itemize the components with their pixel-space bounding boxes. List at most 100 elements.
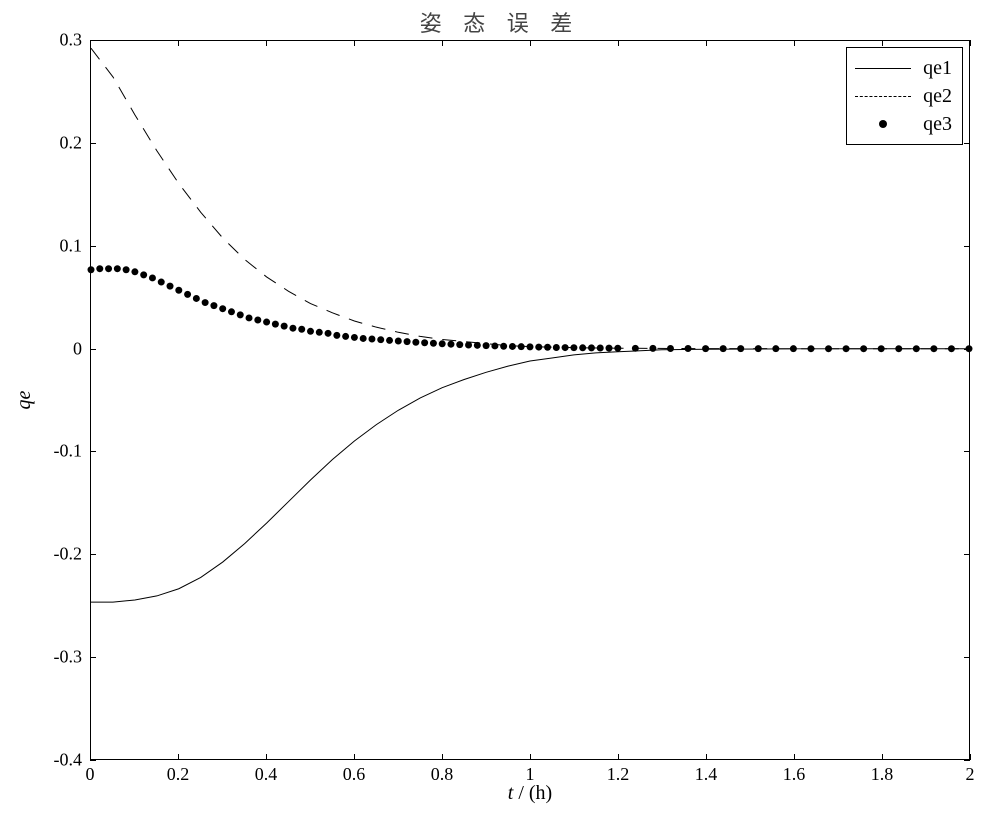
- series-marker: [597, 345, 604, 352]
- series-marker: [606, 345, 613, 352]
- series-marker: [395, 338, 402, 345]
- series-marker: [272, 321, 279, 328]
- x-tick-label: 1.4: [695, 764, 718, 785]
- x-tick: [530, 754, 531, 760]
- y-axis-label: qe: [13, 391, 36, 410]
- series-marker: [737, 345, 744, 352]
- y-tick: [964, 554, 970, 555]
- y-tick: [964, 451, 970, 452]
- y-tick: [964, 40, 970, 41]
- y-tick: [90, 40, 96, 41]
- figure: 姿 态 误 差 qe1 qe2 qe3 t / (h) qe 00.20.40.…: [0, 0, 1000, 826]
- y-tick: [90, 246, 96, 247]
- series-marker: [544, 344, 551, 351]
- y-tick-label: 0.2: [60, 132, 83, 153]
- series-marker: [614, 345, 621, 352]
- legend-swatch-solid: [855, 58, 911, 78]
- series-marker: [131, 268, 138, 275]
- x-tick: [970, 40, 971, 46]
- series-marker: [439, 340, 446, 347]
- series-marker: [509, 343, 516, 350]
- series-marker: [254, 317, 261, 324]
- series-marker: [228, 308, 235, 315]
- series-marker: [579, 344, 586, 351]
- y-tick: [964, 760, 970, 761]
- x-tick: [882, 40, 883, 46]
- series-marker: [825, 345, 832, 352]
- series-marker: [298, 326, 305, 333]
- series-marker: [167, 283, 174, 290]
- series-marker: [158, 279, 165, 286]
- legend-label: qe3: [923, 113, 952, 136]
- x-tick: [354, 40, 355, 46]
- series-marker: [895, 345, 902, 352]
- series-marker: [772, 345, 779, 352]
- y-tick-label: 0: [73, 338, 82, 359]
- x-tick-label: 1: [526, 764, 535, 785]
- x-tick-label: 0.4: [255, 764, 278, 785]
- legend-label: qe1: [923, 57, 952, 80]
- series-marker: [421, 339, 428, 346]
- series-marker: [843, 345, 850, 352]
- x-tick-label: 1.6: [783, 764, 806, 785]
- x-tick-label: 0.6: [343, 764, 366, 785]
- legend-item-qe1: qe1: [855, 54, 952, 82]
- series-marker: [491, 342, 498, 349]
- series-marker: [474, 342, 481, 349]
- x-tick: [706, 40, 707, 46]
- series-marker: [193, 295, 200, 302]
- x-tick-label: 0.2: [167, 764, 190, 785]
- series-marker: [483, 342, 490, 349]
- series-marker: [913, 345, 920, 352]
- legend: qe1 qe2 qe3: [846, 47, 963, 145]
- x-tick: [442, 40, 443, 46]
- series-marker: [386, 337, 393, 344]
- x-axis-unit: / (h): [513, 782, 552, 804]
- series-marker: [368, 335, 375, 342]
- series-marker: [632, 345, 639, 352]
- series-marker: [175, 287, 182, 294]
- series-marker: [377, 336, 384, 343]
- series-marker: [114, 265, 121, 272]
- series-marker: [570, 344, 577, 351]
- series-marker: [333, 332, 340, 339]
- series-marker: [562, 344, 569, 351]
- series-marker: [518, 343, 525, 350]
- y-tick-label: -0.4: [54, 750, 83, 771]
- y-tick-label: -0.2: [54, 544, 83, 565]
- series-marker: [289, 325, 296, 332]
- x-tick: [618, 40, 619, 46]
- x-tick-label: 1.2: [607, 764, 630, 785]
- series-svg: [91, 41, 969, 759]
- series-marker: [88, 266, 95, 273]
- x-tick-label: 1.8: [871, 764, 894, 785]
- x-tick: [794, 40, 795, 46]
- x-tick: [266, 40, 267, 46]
- x-tick: [970, 754, 971, 760]
- y-tick-label: -0.1: [54, 441, 83, 462]
- series-marker: [527, 343, 534, 350]
- series-marker: [465, 342, 472, 349]
- y-tick: [964, 246, 970, 247]
- series-marker: [210, 302, 217, 309]
- x-tick: [530, 40, 531, 46]
- y-tick: [90, 554, 96, 555]
- series-marker: [123, 266, 130, 273]
- series-marker: [351, 334, 358, 341]
- series-marker: [878, 345, 885, 352]
- series-marker: [500, 343, 507, 350]
- series-marker: [202, 299, 209, 306]
- legend-label: qe2: [923, 85, 952, 108]
- series-marker: [96, 265, 103, 272]
- series-marker: [447, 341, 454, 348]
- series-marker: [281, 323, 288, 330]
- x-tick: [706, 754, 707, 760]
- y-tick: [90, 349, 96, 350]
- x-tick-label: 0.8: [431, 764, 454, 785]
- series-marker: [307, 328, 314, 335]
- legend-item-qe2: qe2: [855, 82, 952, 110]
- x-tick-label: 0: [86, 764, 95, 785]
- x-tick-label: 2: [966, 764, 975, 785]
- series-line: [91, 48, 969, 349]
- y-tick: [964, 657, 970, 658]
